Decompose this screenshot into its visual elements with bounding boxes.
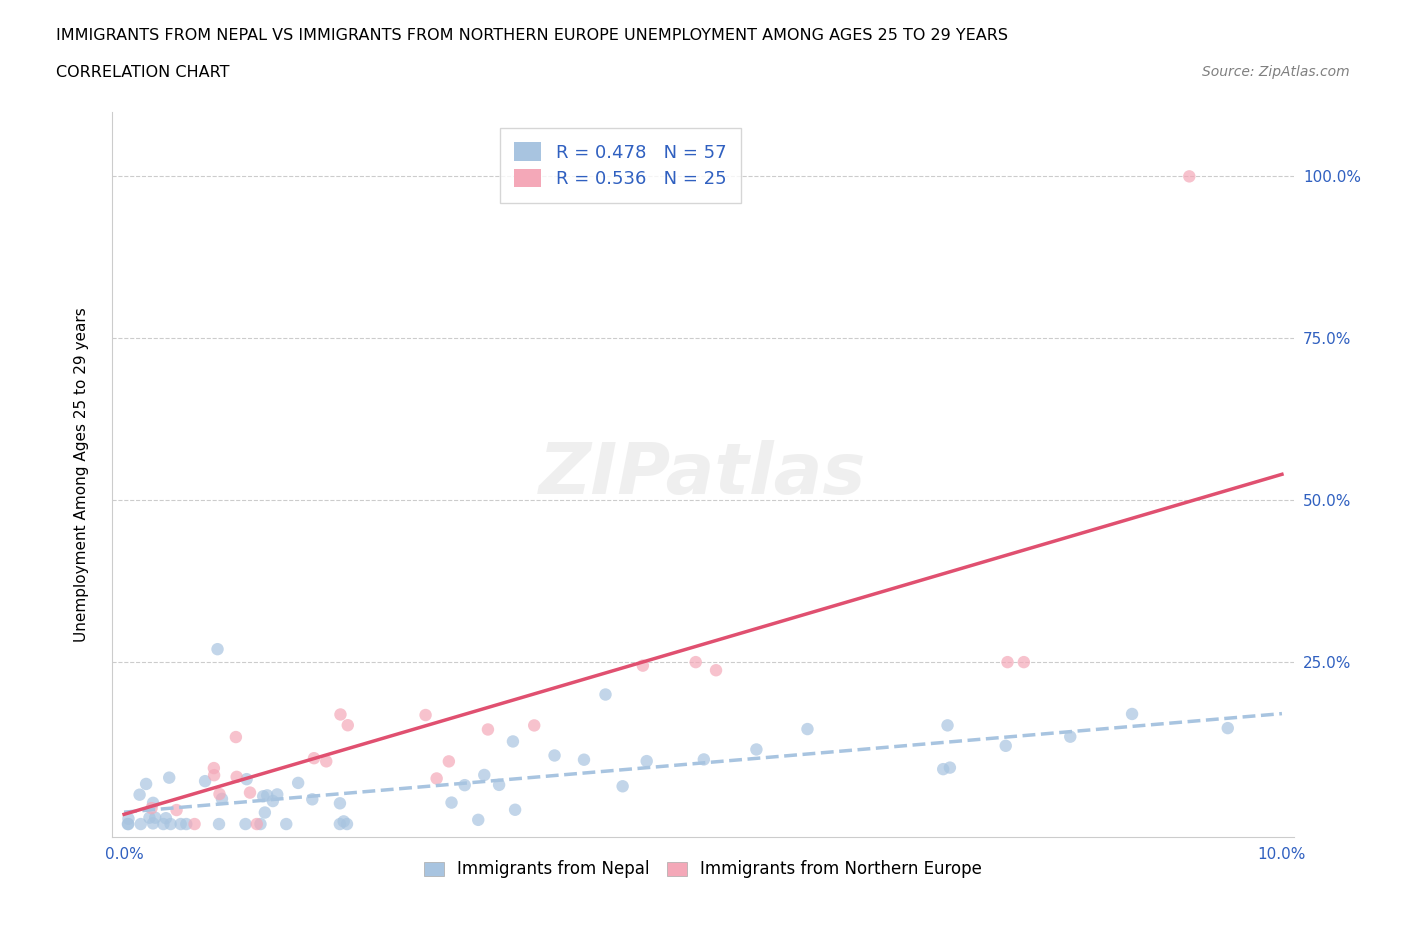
Point xyxy=(332,814,354,829)
Point xyxy=(595,687,617,702)
Point xyxy=(166,803,188,817)
Point xyxy=(477,722,499,737)
Point xyxy=(135,777,157,791)
Point xyxy=(301,792,323,807)
Point xyxy=(159,817,181,831)
Point xyxy=(208,787,231,802)
Point xyxy=(523,718,546,733)
Point xyxy=(170,817,193,831)
Point xyxy=(572,752,595,767)
Point xyxy=(936,718,959,733)
Point xyxy=(636,753,658,768)
Text: CORRELATION CHART: CORRELATION CHART xyxy=(56,65,229,80)
Point xyxy=(437,754,460,769)
Point xyxy=(631,658,654,673)
Point xyxy=(488,777,510,792)
Point xyxy=(253,805,276,820)
Point xyxy=(336,817,359,831)
Point xyxy=(315,754,337,769)
Point xyxy=(211,791,233,806)
Point xyxy=(329,817,352,831)
Point xyxy=(276,817,298,831)
Point xyxy=(1178,169,1201,184)
Point xyxy=(208,817,231,831)
Point xyxy=(235,817,257,831)
Point xyxy=(202,761,225,776)
Point xyxy=(157,770,180,785)
Point xyxy=(117,817,139,831)
Point xyxy=(685,655,707,670)
Point xyxy=(117,817,139,831)
Point xyxy=(141,801,163,816)
Point xyxy=(997,655,1019,670)
Point xyxy=(994,738,1017,753)
Text: ZIPatlas: ZIPatlas xyxy=(540,440,866,509)
Point xyxy=(128,788,150,803)
Point xyxy=(454,777,477,792)
Point xyxy=(142,795,165,810)
Point xyxy=(207,642,229,657)
Point xyxy=(262,793,284,808)
Point xyxy=(117,811,139,826)
Point xyxy=(502,734,524,749)
Point xyxy=(939,760,962,775)
Point xyxy=(1012,655,1035,670)
Point xyxy=(612,778,634,793)
Point xyxy=(932,762,955,777)
Point xyxy=(249,817,271,831)
Point xyxy=(329,796,352,811)
Point xyxy=(138,810,160,825)
Point xyxy=(194,774,217,789)
Point xyxy=(246,817,269,831)
Point xyxy=(152,817,174,831)
Point xyxy=(440,795,463,810)
Text: IMMIGRANTS FROM NEPAL VS IMMIGRANTS FROM NORTHERN EUROPE UNEMPLOYMENT AMONG AGES: IMMIGRANTS FROM NEPAL VS IMMIGRANTS FROM… xyxy=(56,28,1008,43)
Point xyxy=(336,718,359,733)
Point xyxy=(704,663,727,678)
Point xyxy=(1059,729,1081,744)
Point xyxy=(1216,721,1239,736)
Point xyxy=(183,817,205,831)
Point xyxy=(329,707,352,722)
Point xyxy=(426,771,449,786)
Point xyxy=(472,767,495,782)
Point xyxy=(239,785,262,800)
Text: Source: ZipAtlas.com: Source: ZipAtlas.com xyxy=(1202,65,1350,79)
Point xyxy=(287,776,309,790)
Point xyxy=(174,817,197,831)
Point xyxy=(129,817,152,831)
Point xyxy=(302,751,325,765)
Point xyxy=(225,769,247,784)
Point xyxy=(415,708,437,723)
Point xyxy=(142,816,165,830)
Point xyxy=(543,748,565,763)
Point xyxy=(225,730,247,745)
Point xyxy=(256,788,278,803)
Point xyxy=(202,768,225,783)
Point xyxy=(693,752,716,767)
Point xyxy=(266,787,288,802)
Y-axis label: Unemployment Among Ages 25 to 29 years: Unemployment Among Ages 25 to 29 years xyxy=(75,307,89,642)
Point xyxy=(1121,707,1143,722)
Point xyxy=(155,811,177,826)
Point xyxy=(745,742,768,757)
Point xyxy=(503,803,526,817)
Point xyxy=(252,789,274,804)
Legend: Immigrants from Nepal, Immigrants from Northern Europe: Immigrants from Nepal, Immigrants from N… xyxy=(416,852,990,886)
Point xyxy=(796,722,818,737)
Point xyxy=(143,810,166,825)
Point xyxy=(235,772,257,787)
Point xyxy=(467,813,489,828)
